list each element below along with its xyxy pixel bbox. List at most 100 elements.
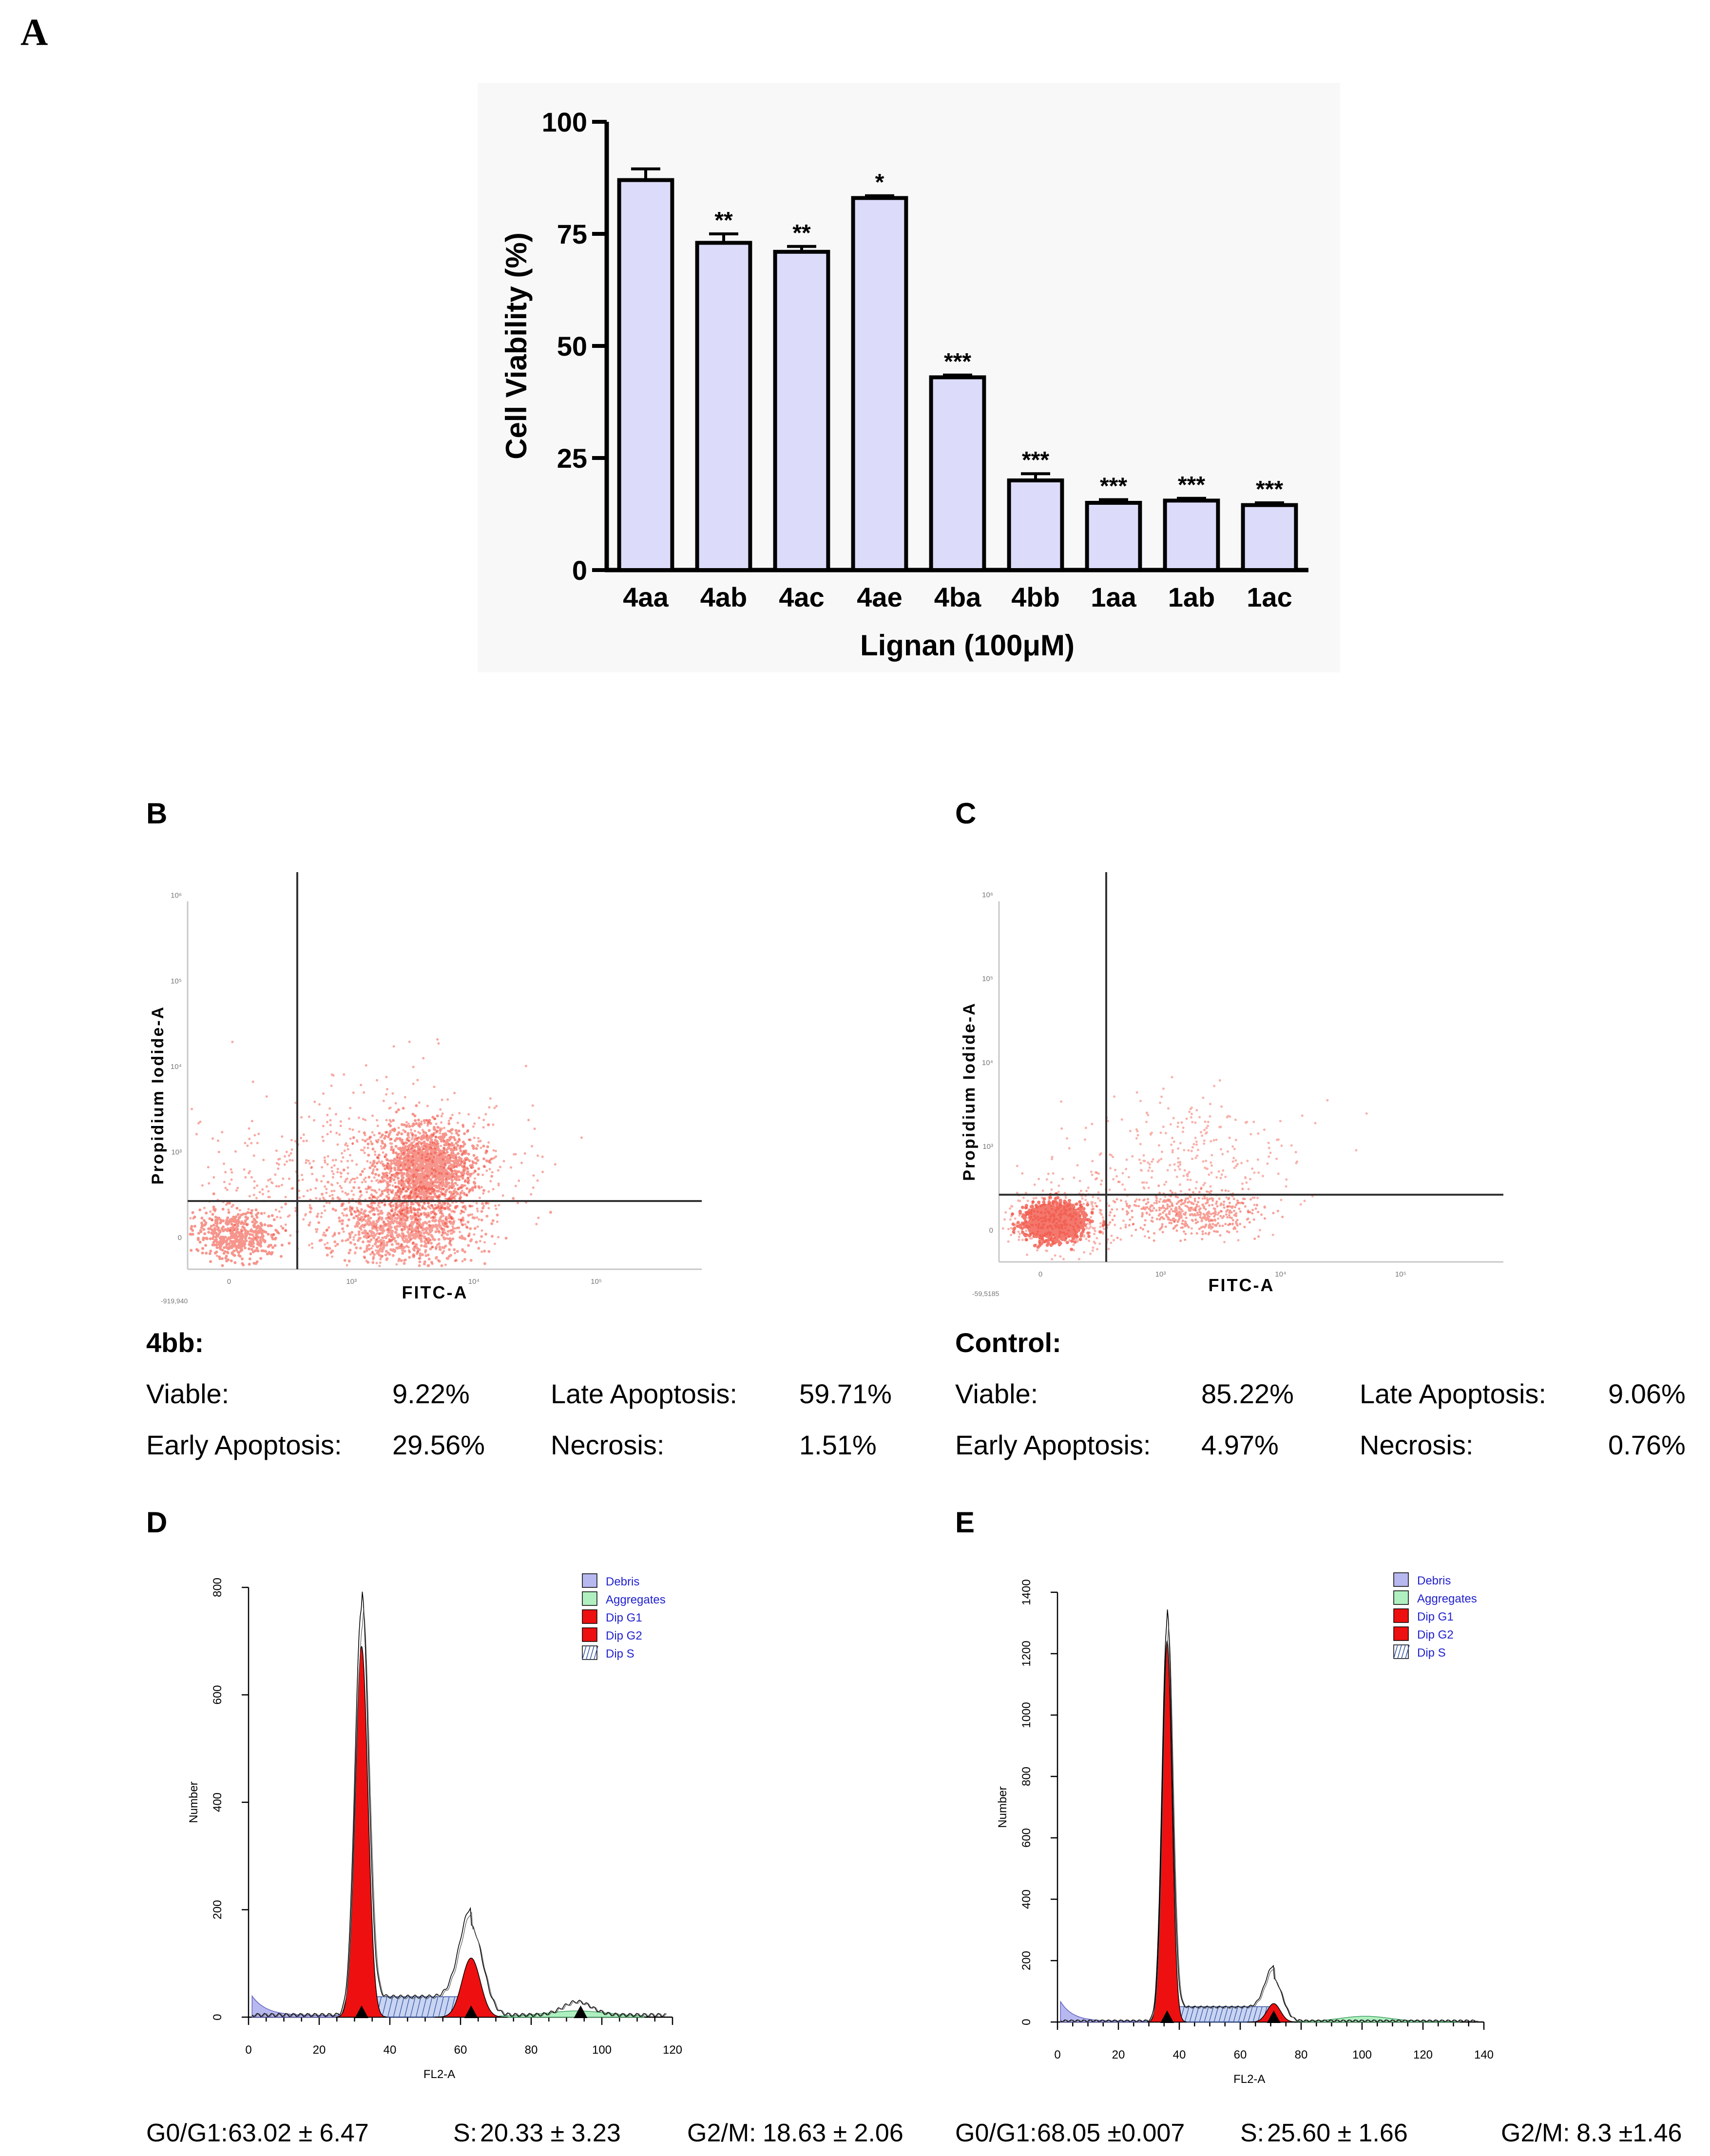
scatter-point	[371, 1195, 375, 1199]
population-late-apoptosis-core	[342, 1104, 493, 1225]
scatter-point	[427, 1187, 431, 1190]
scatter-point	[283, 1163, 286, 1166]
scatter-point	[463, 1250, 466, 1254]
scatter-point	[418, 1166, 421, 1169]
scatter-point	[427, 1129, 431, 1132]
scatter-point	[405, 1141, 408, 1145]
scatter-point	[438, 1164, 441, 1168]
scatter-point	[395, 1227, 398, 1231]
scatter-point	[291, 1159, 294, 1162]
scatter-point	[378, 1216, 382, 1219]
scatter-point	[264, 1250, 268, 1253]
scatter-point	[346, 1172, 349, 1175]
scatter-point	[443, 1132, 447, 1135]
x-tick-label-4bb: 4bb	[1011, 582, 1060, 612]
scatter-point	[426, 1264, 430, 1267]
scatter-point	[427, 1205, 430, 1208]
scatter-point	[250, 1212, 253, 1215]
scatter-point	[460, 1163, 462, 1165]
scatter-point	[395, 1156, 399, 1159]
scatter-point	[229, 1229, 231, 1232]
bar-1aa	[1085, 501, 1142, 572]
scatter-point	[397, 1216, 400, 1219]
scatter-point	[392, 1045, 395, 1048]
scatter-point	[442, 1147, 445, 1150]
scatter-point	[371, 1147, 375, 1151]
scatter-point	[225, 1259, 229, 1262]
scatter-point	[410, 1138, 413, 1141]
scatter-point	[413, 1208, 417, 1211]
scatter-point	[350, 1189, 353, 1192]
scatter-point	[255, 1216, 259, 1219]
scatter-point	[446, 1172, 449, 1175]
scatter-point	[201, 1247, 205, 1250]
scatter-point	[388, 1107, 391, 1110]
scatter-point	[423, 1236, 426, 1240]
scatter-point	[284, 1155, 286, 1158]
scatter-point	[459, 1149, 462, 1153]
scatter-point	[248, 1138, 251, 1141]
scatter-point	[410, 1128, 412, 1131]
scatter-point	[434, 1170, 437, 1173]
scatter-point	[275, 1149, 278, 1152]
scatter-point	[440, 1209, 443, 1213]
scatter-point	[215, 1224, 218, 1228]
scatter-point	[328, 1247, 331, 1250]
scatter-point	[434, 1151, 437, 1154]
scatter-point	[316, 1228, 319, 1231]
scatter-point	[424, 1145, 427, 1148]
scatter-point	[369, 1253, 372, 1256]
scatter-point	[432, 1210, 435, 1213]
scatter-point	[394, 1182, 397, 1184]
scatter-point	[480, 1219, 483, 1221]
scatter-point	[473, 1216, 476, 1220]
scatter-point	[416, 1227, 420, 1230]
scatter-point	[396, 1224, 399, 1228]
scatter-point	[234, 1150, 237, 1153]
scatter-point	[377, 1181, 380, 1184]
scatter-point	[204, 1221, 208, 1224]
scatter-point	[248, 1240, 251, 1243]
scatter-point	[218, 1255, 221, 1259]
scatter-point	[248, 1127, 250, 1130]
scatter-point	[419, 1126, 422, 1128]
scatter-point	[406, 1180, 409, 1183]
scatter-point	[360, 1194, 363, 1197]
scatter-point	[382, 1180, 384, 1183]
scatter-point	[431, 1182, 434, 1185]
scatter-point	[402, 1176, 405, 1180]
scatter-point	[422, 1155, 425, 1158]
scatter-point	[431, 1159, 434, 1162]
scatter-point	[342, 1230, 345, 1233]
scatter-point	[481, 1202, 484, 1205]
scatter-point	[226, 1202, 230, 1205]
scatter-point	[246, 1232, 250, 1235]
scatter-point	[388, 1178, 392, 1182]
scatter-point	[517, 1202, 519, 1204]
scatter-point	[403, 1235, 406, 1238]
scatter-point	[427, 1214, 431, 1217]
scatter-point	[269, 1243, 272, 1247]
scatter-point	[331, 1170, 334, 1173]
scatter-point	[329, 1130, 332, 1133]
scatter-point	[250, 1241, 254, 1244]
scatter-point	[397, 1242, 400, 1245]
chart-a-cell-viability: 02550751004aa**4ab**4ac*4ae***4ba***4bb*…	[478, 83, 1340, 672]
scatter-point	[244, 1237, 247, 1240]
scatter-point	[241, 1257, 244, 1260]
scatter-point	[400, 1228, 403, 1231]
scatter-point	[447, 1182, 451, 1184]
x-tick-label-4ab: 4ab	[700, 582, 748, 612]
scatter-point	[447, 1255, 451, 1258]
scatter-point	[219, 1221, 223, 1224]
scatter-point	[349, 1107, 352, 1109]
scatter-point	[379, 1243, 383, 1246]
scatter-point	[426, 1195, 430, 1199]
scatter-point	[465, 1193, 468, 1196]
scatter-point	[440, 1145, 442, 1147]
scatter-point	[398, 1196, 401, 1200]
scatter-point	[201, 1251, 204, 1255]
scatter-point	[370, 1204, 373, 1207]
scatter-point	[468, 1204, 471, 1207]
